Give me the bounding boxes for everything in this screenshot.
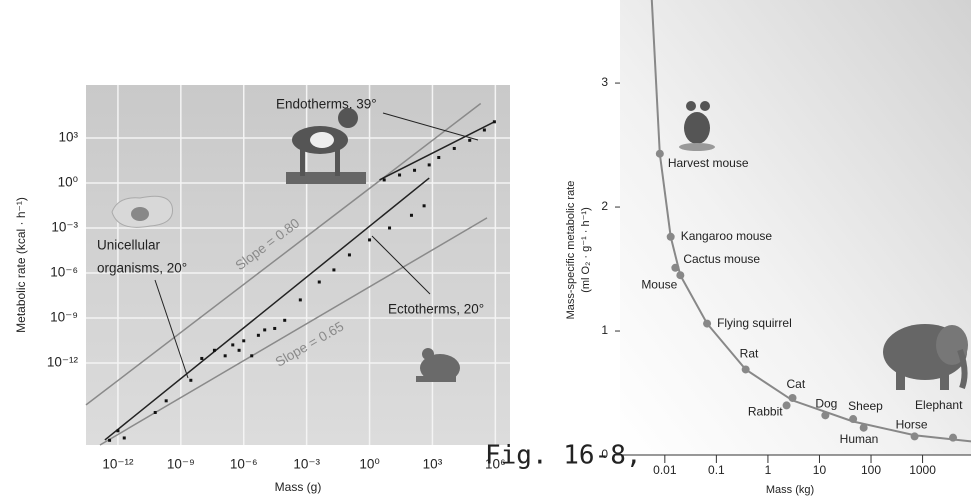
data-point bbox=[742, 365, 750, 373]
point-label: Kangaroo mouse bbox=[681, 229, 773, 243]
caption: Fig. 16-8, bbox=[485, 441, 642, 471]
y-axis-title: Metabolic rate (kcal · h⁻¹) bbox=[14, 197, 28, 333]
data-point bbox=[388, 226, 391, 229]
point-label: Cat bbox=[787, 377, 806, 391]
data-point bbox=[423, 204, 426, 207]
data-point bbox=[783, 401, 791, 409]
data-point bbox=[468, 139, 471, 142]
annotation: organisms, 20° bbox=[97, 261, 187, 276]
x-axis-title: Mass (kg) bbox=[766, 484, 814, 496]
annotation: Ectotherms, 20° bbox=[388, 302, 484, 317]
point-label: Elephant bbox=[915, 398, 963, 412]
data-point bbox=[200, 357, 203, 360]
y-axis-title: Mass-specific metabolic rate bbox=[565, 181, 577, 320]
data-point bbox=[398, 174, 401, 177]
y-tick-label: 2 bbox=[601, 199, 608, 213]
point-label: Flying squirrel bbox=[717, 316, 792, 330]
y-axis-title: (ml O₂ · g⁻¹ · h⁻¹) bbox=[580, 207, 592, 293]
y-tick-label: 10⁰ bbox=[58, 175, 78, 190]
data-point bbox=[123, 436, 126, 439]
y-tick-label: 10³ bbox=[58, 130, 78, 145]
x-tick-label: 10⁻³ bbox=[293, 457, 320, 472]
data-point bbox=[849, 415, 857, 423]
annotation: Endotherms, 39° bbox=[276, 97, 377, 112]
point-label: Cactus mouse bbox=[683, 252, 760, 266]
y-tick-label: 3 bbox=[601, 75, 608, 89]
x-tick-label: 1 bbox=[765, 463, 772, 477]
data-point bbox=[493, 120, 496, 123]
data-point bbox=[949, 434, 957, 442]
data-point bbox=[242, 339, 245, 342]
data-point bbox=[283, 319, 286, 322]
data-point bbox=[348, 253, 351, 256]
data-point bbox=[116, 429, 119, 432]
data-point bbox=[273, 327, 276, 330]
x-tick-label: 10⁰ bbox=[359, 457, 379, 472]
data-point bbox=[428, 163, 431, 166]
point-label: Sheep bbox=[848, 399, 883, 413]
y-tick-label: 1 bbox=[601, 323, 608, 337]
data-point bbox=[453, 147, 456, 150]
data-point bbox=[676, 271, 684, 279]
data-point bbox=[383, 178, 386, 181]
y-tick-label: 10⁻⁹ bbox=[50, 310, 78, 325]
point-label: Human bbox=[840, 432, 879, 446]
data-point bbox=[410, 214, 413, 217]
illustration-cell bbox=[112, 196, 173, 227]
annotation: Unicellular bbox=[97, 238, 161, 253]
data-point bbox=[789, 394, 797, 402]
point-label: Harvest mouse bbox=[668, 156, 749, 170]
data-point bbox=[437, 156, 440, 159]
data-point bbox=[860, 424, 868, 432]
data-point bbox=[703, 320, 711, 328]
data-point bbox=[154, 411, 157, 414]
data-point bbox=[165, 399, 168, 402]
data-point bbox=[238, 349, 241, 352]
data-point bbox=[671, 264, 679, 272]
point-label: Rabbit bbox=[748, 405, 783, 419]
x-tick-label: 10 bbox=[813, 463, 827, 477]
data-point bbox=[108, 439, 111, 442]
data-point bbox=[483, 129, 486, 132]
y-tick-label: 10⁻⁶ bbox=[50, 265, 78, 280]
data-point bbox=[656, 150, 664, 158]
data-point bbox=[368, 238, 371, 241]
data-point bbox=[257, 334, 260, 337]
x-tick-label: 10⁻¹² bbox=[102, 457, 134, 472]
data-point bbox=[250, 354, 253, 357]
x-tick-label: 10⁻⁶ bbox=[230, 457, 258, 472]
point-label: Dog bbox=[815, 396, 837, 410]
y-tick-label: 10⁻³ bbox=[51, 220, 78, 235]
data-point bbox=[332, 268, 335, 271]
x-axis-title: Mass (g) bbox=[275, 480, 322, 494]
data-point bbox=[263, 328, 266, 331]
data-point bbox=[213, 349, 216, 352]
y-tick-label: 10⁻¹² bbox=[47, 355, 79, 370]
data-point bbox=[189, 379, 192, 382]
figure: 10³ 10⁰ 10⁻³ 10⁻⁶ 10⁻⁹ 10⁻¹² 10⁻¹² 10⁻⁹ 10⁻⁶ 10⁻³… bbox=[0, 0, 971, 498]
x-tick-label: 100 bbox=[861, 463, 881, 477]
x-tick-label: 10³ bbox=[423, 457, 443, 472]
point-label: Rat bbox=[740, 347, 759, 361]
x-tick-label: 1000 bbox=[909, 463, 936, 477]
x-tick-label: 0.1 bbox=[708, 463, 725, 477]
data-point bbox=[821, 411, 829, 419]
data-point bbox=[667, 233, 675, 241]
data-point bbox=[299, 298, 302, 301]
x-tick-label: 10⁻⁹ bbox=[167, 457, 195, 472]
data-point bbox=[318, 281, 321, 284]
data-point bbox=[224, 354, 227, 357]
x-tick-label: 0.01 bbox=[653, 463, 677, 477]
data-point bbox=[911, 432, 919, 440]
data-point bbox=[413, 169, 416, 172]
data-point bbox=[231, 343, 234, 346]
point-label: Horse bbox=[896, 418, 928, 432]
point-label: Mouse bbox=[641, 277, 677, 291]
